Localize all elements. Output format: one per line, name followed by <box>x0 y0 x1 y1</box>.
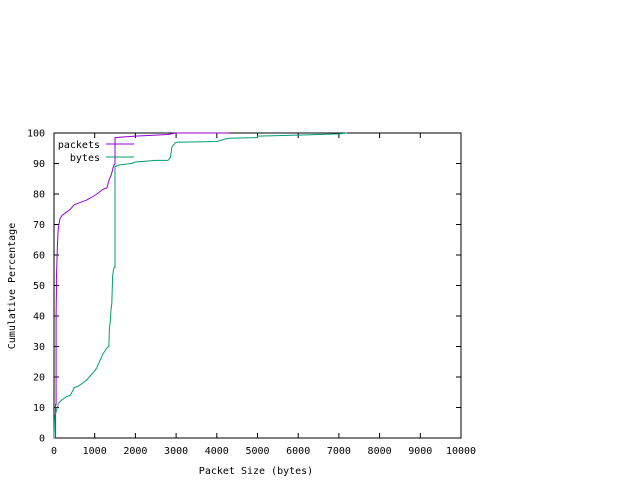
y-tick-label: 50 <box>33 281 45 292</box>
x-tick-label: 7000 <box>327 446 351 457</box>
series-line-packets <box>54 132 229 439</box>
x-axis-title: Packet Size (bytes) <box>199 466 313 477</box>
y-tick-label: 20 <box>33 373 45 384</box>
y-tick-label: 0 <box>39 434 45 445</box>
x-tick-label: 10000 <box>446 446 476 457</box>
x-tick-label: 1000 <box>83 446 107 457</box>
y-tick-label: 60 <box>33 251 45 262</box>
y-axis: 0 10 20 30 40 50 60 70 80 90 100 <box>27 129 461 445</box>
y-axis-title: Cumulative Percentage <box>7 223 18 349</box>
x-axis: 0 1000 2000 3000 4000 5000 6000 7000 8000 9000 100… <box>51 133 476 457</box>
y-tick-label: 40 <box>33 312 45 323</box>
series-lines <box>53 132 348 439</box>
y-tick-label: 100 <box>27 129 45 140</box>
y-tick-label: 90 <box>33 159 45 170</box>
x-tick-label: 3000 <box>164 446 188 457</box>
series-line-bytes <box>53 132 348 439</box>
y-tick-label: 70 <box>33 220 45 231</box>
x-tick-label: 0 <box>51 446 57 457</box>
legend-label-bytes: bytes <box>70 153 100 164</box>
y-tick-label: 30 <box>33 342 45 353</box>
y-tick-label: 80 <box>33 190 45 201</box>
legend-label-packets: packets <box>58 140 100 151</box>
x-tick-label: 5000 <box>245 446 269 457</box>
x-tick-label: 2000 <box>123 446 147 457</box>
x-tick-label: 4000 <box>205 446 229 457</box>
legend: packets bytes <box>58 140 134 164</box>
x-tick-label: 6000 <box>286 446 310 457</box>
y-tick-label: 10 <box>33 403 45 414</box>
x-tick-label: 9000 <box>408 446 432 457</box>
x-tick-label: 8000 <box>368 446 392 457</box>
